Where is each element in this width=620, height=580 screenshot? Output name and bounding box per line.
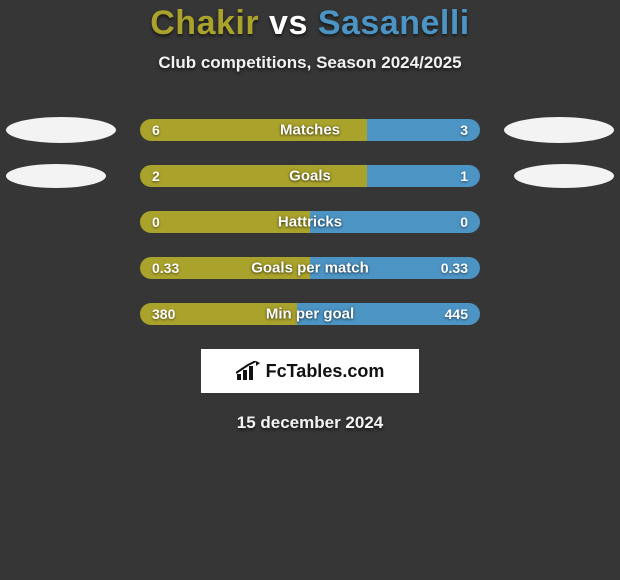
stat-value-left: 2 (152, 168, 160, 184)
stat-label: Goals per match (251, 260, 369, 277)
stat-label: Min per goal (266, 306, 354, 323)
stat-row: 0.33 0.33 Goals per match (0, 257, 620, 279)
stat-label: Matches (280, 122, 340, 139)
left-ellipse (6, 117, 116, 143)
stat-value-right: 0.33 (441, 260, 468, 276)
page-title: Chakir vs Sasanelli (0, 4, 620, 43)
stat-bars: 0 0 Hattricks (140, 211, 480, 233)
stat-value-right: 1 (460, 168, 468, 184)
title-vs: vs (269, 4, 308, 42)
logo-text: FcTables.com (266, 361, 385, 382)
title-left: Chakir (150, 4, 259, 42)
stat-value-left: 0 (152, 214, 160, 230)
logo[interactable]: FcTables.com (201, 349, 419, 393)
stat-value-right: 3 (460, 122, 468, 138)
right-ellipse (504, 117, 614, 143)
stat-value-right: 445 (445, 306, 468, 322)
comparison-chart: 6 3 Matches 2 1 Goals 0 0 Hattricks 0.33 0.33 Goals… (0, 119, 620, 325)
subtitle: Club competitions, Season 2024/2025 (0, 53, 620, 73)
stat-row: 2 1 Goals (0, 165, 620, 187)
left-ellipse (6, 164, 106, 188)
stat-value-left: 6 (152, 122, 160, 138)
title-right: Sasanelli (318, 4, 470, 42)
stat-row: 6 3 Matches (0, 119, 620, 141)
stat-bars: 6 3 Matches (140, 119, 480, 141)
stat-bars: 0.33 0.33 Goals per match (140, 257, 480, 279)
page-root: Chakir vs Sasanelli Club competitions, S… (0, 0, 620, 433)
stat-label: Hattricks (278, 214, 342, 231)
chart-icon (236, 361, 260, 381)
stat-row: 0 0 Hattricks (0, 211, 620, 233)
date: 15 december 2024 (0, 413, 620, 433)
stat-bars: 2 1 Goals (140, 165, 480, 187)
stat-label: Goals (289, 168, 331, 185)
right-ellipse (514, 164, 614, 188)
stat-value-left: 380 (152, 306, 175, 322)
stat-bars: 380 445 Min per goal (140, 303, 480, 325)
bar-left (140, 165, 367, 187)
stat-value-right: 0 (460, 214, 468, 230)
stat-row: 380 445 Min per goal (0, 303, 620, 325)
stat-value-left: 0.33 (152, 260, 179, 276)
